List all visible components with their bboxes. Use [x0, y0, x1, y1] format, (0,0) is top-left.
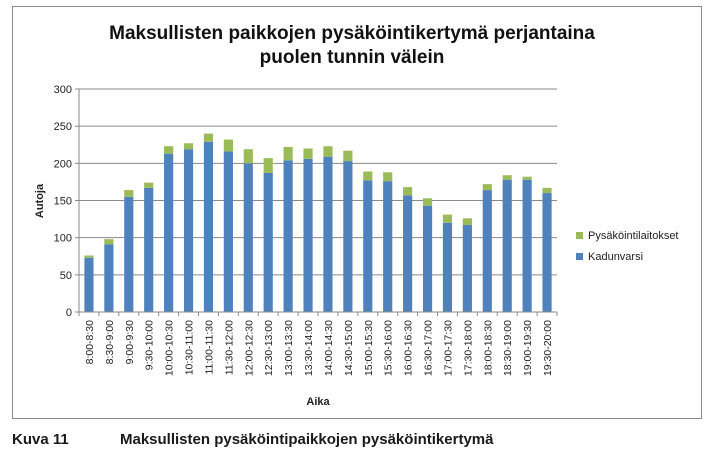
bar-pysakointilaitokset: [303, 148, 313, 159]
x-tick-label: 16:00-16:30: [403, 320, 415, 376]
bar-pysakointilaitokset: [542, 187, 552, 194]
x-tick-label: 11:00-11:30: [203, 320, 215, 375]
bars: [84, 133, 552, 312]
chart-title-line: Maksullisten paikkojen pysäköintikertymä…: [109, 23, 595, 44]
legend: Pysäköintilaitokset Kadunvarsi: [576, 230, 679, 263]
stacked-bar-chart: Maksullisten paikkojen pysäköintikertymä…: [34, 23, 679, 408]
bar-kadunvarsi: [164, 153, 174, 312]
bar-kadunvarsi: [144, 187, 154, 312]
bar-pysakointilaitokset: [502, 175, 512, 180]
bar-pysakointilaitokset: [144, 182, 154, 188]
bar-kadunvarsi: [124, 196, 134, 312]
bar-kadunvarsi: [183, 149, 194, 312]
x-tick-label: 12:30-13:00: [263, 320, 275, 376]
bar-kadunvarsi: [104, 244, 114, 312]
bar-pysakointilaitokset: [363, 171, 373, 181]
bar-kadunvarsi: [403, 195, 413, 312]
x-tick-label: 8:00-8:30: [84, 320, 96, 365]
bar-pysakointilaitokset: [223, 139, 233, 152]
legend-swatch: [576, 232, 583, 239]
bar-pysakointilaitokset: [243, 149, 253, 164]
chart-title: Maksullisten paikkojen pysäköintikertymä…: [109, 23, 595, 68]
x-tick-label: 17:30-18:00: [462, 320, 474, 376]
bar-kadunvarsi: [502, 179, 512, 312]
x-tick-label: 16:30-17:00: [423, 320, 435, 376]
bar-pysakointilaitokset: [343, 150, 353, 162]
axes: [78, 89, 557, 313]
y-tick-label: 250: [54, 121, 72, 133]
bar-kadunvarsi: [303, 158, 313, 312]
x-tick-label: 19:00-19:30: [522, 320, 534, 376]
bar-pysakointilaitokset: [462, 218, 472, 226]
bar-kadunvarsi: [263, 172, 273, 312]
y-tick-label: 200: [54, 158, 72, 170]
bar-kadunvarsi: [84, 257, 94, 312]
bar-kadunvarsi: [542, 193, 552, 312]
x-tick-label: 9:30-10:00: [144, 320, 156, 370]
bar-pysakointilaitokset: [522, 176, 532, 180]
bar-pysakointilaitokset: [323, 146, 333, 157]
x-axis-ticks: 8:00-8:30 8:30-9:00 9:00-9:30 9:30-10:00 10:…: [78, 312, 558, 376]
bar-pysakointilaitokset: [203, 133, 214, 142]
bar-pysakointilaitokset: [422, 198, 433, 206]
bar-pysakointilaitokset: [482, 184, 492, 191]
y-tick-label: 150: [54, 196, 72, 208]
x-tick-label: 12:00-12:30: [243, 320, 255, 376]
caption-text: Maksullisten pysäköintipaikkojen pysäköi…: [120, 431, 494, 448]
bar-kadunvarsi: [223, 151, 233, 312]
bar-kadunvarsi: [363, 180, 373, 312]
bar-kadunvarsi: [462, 225, 472, 312]
bar-pysakointilaitokset: [183, 143, 194, 150]
figure-caption: Kuva 11 Maksullisten pysäköintipaikkojen…: [12, 431, 702, 455]
x-tick-label: 9:00-9:30: [124, 320, 136, 365]
bar-kadunvarsi: [442, 222, 453, 312]
chart-frame: Maksullisten paikkojen pysäköintikertymä…: [12, 6, 702, 419]
bar-pysakointilaitokset: [283, 146, 293, 161]
x-tick-label: 14:00-14:30: [323, 320, 335, 376]
bar-pysakointilaitokset: [84, 255, 94, 258]
y-axis-label: Autoja: [34, 183, 46, 218]
x-tick-label: 18:30-19:00: [502, 320, 514, 376]
y-tick-label: 50: [60, 270, 72, 282]
bar-pysakointilaitokset: [383, 172, 393, 182]
bar-pysakointilaitokset: [124, 190, 134, 197]
bar-pysakointilaitokset: [442, 214, 453, 223]
x-tick-label: 18:00-18:30: [482, 320, 494, 376]
legend-label: Pysäköintilaitokset: [588, 230, 679, 242]
bar-kadunvarsi: [323, 156, 333, 312]
y-tick-label: 300: [54, 84, 72, 96]
bar-kadunvarsi: [343, 161, 353, 312]
bar-pysakointilaitokset: [164, 146, 174, 154]
x-tick-label: 13:30-14:00: [303, 320, 315, 376]
x-tick-label: 10:30-11:00: [184, 320, 196, 375]
x-tick-label: 15:00-15:30: [363, 320, 375, 376]
gridlines: [79, 88, 557, 276]
y-axis-ticks: 0 50 100 150 200 250 300: [54, 84, 79, 319]
x-tick-label: 14:30-15:00: [343, 320, 355, 376]
bar-kadunvarsi: [243, 163, 253, 312]
x-tick-label: 11:30-12:00: [223, 320, 235, 375]
y-tick-label: 0: [66, 307, 72, 319]
bar-kadunvarsi: [482, 190, 492, 312]
x-tick-label: 8:30-9:00: [104, 320, 116, 365]
x-tick-label: 10:00-10:30: [164, 320, 176, 376]
y-tick-label: 100: [54, 233, 72, 245]
x-tick-label: 15:30-16:00: [383, 320, 395, 376]
bar-kadunvarsi: [422, 205, 433, 312]
x-tick-label: 19:30-20:00: [542, 320, 554, 376]
x-axis-label: Aika: [306, 396, 330, 408]
bar-pysakointilaitokset: [104, 239, 114, 245]
bar-kadunvarsi: [522, 179, 532, 312]
bar-kadunvarsi: [283, 160, 293, 312]
caption-label: Kuva 11: [12, 431, 69, 448]
bar-pysakointilaitokset: [263, 158, 273, 173]
bar-kadunvarsi: [203, 141, 214, 312]
bar-kadunvarsi: [383, 181, 393, 312]
bar-pysakointilaitokset: [403, 187, 413, 196]
legend-label: Kadunvarsi: [588, 251, 643, 263]
legend-swatch: [576, 253, 583, 260]
x-tick-label: 17:00-17:30: [442, 320, 454, 376]
x-tick-label: 13:00-13:30: [283, 320, 295, 376]
chart-title-line: puolen tunnin välein: [260, 47, 445, 68]
